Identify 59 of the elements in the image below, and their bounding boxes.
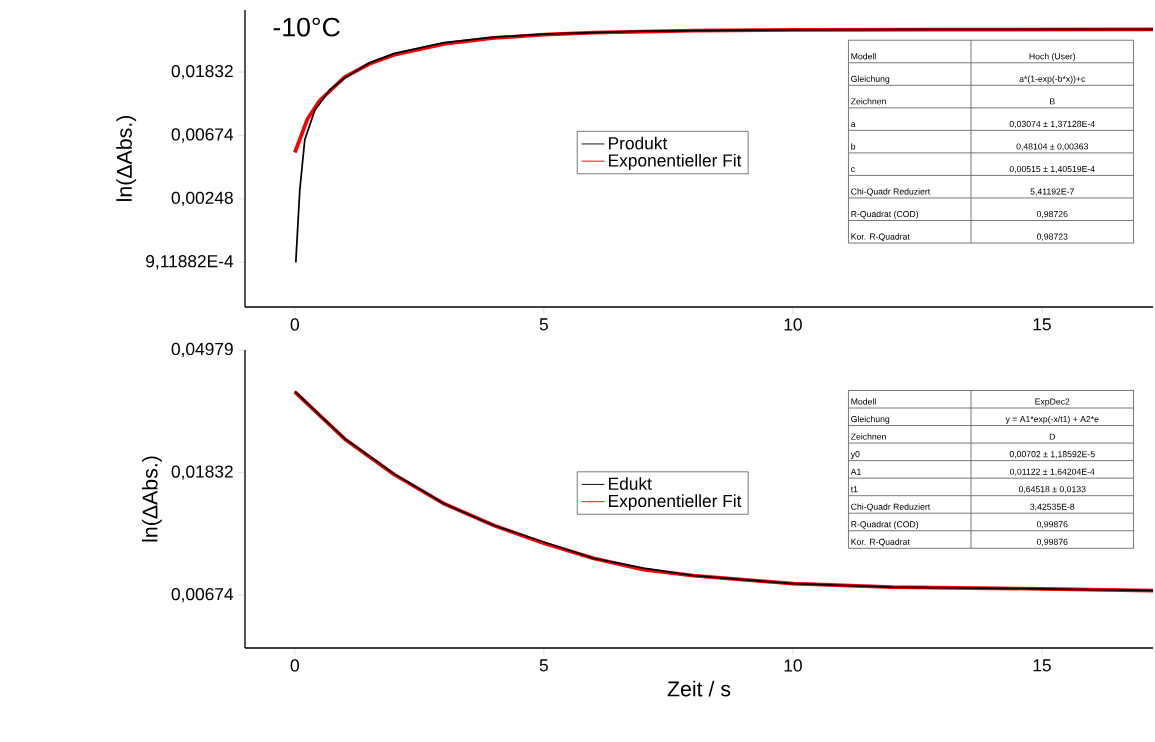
annotation: 5,41192E-7 xyxy=(1030,188,1074,196)
annotation: y0 xyxy=(850,451,860,459)
annotation: 3,42535E-8 xyxy=(1030,503,1075,511)
y-tick-label: 0,00674 xyxy=(171,588,234,603)
legend-label: Edukt xyxy=(609,477,652,490)
annotation: 0,98726 xyxy=(1036,210,1068,219)
annotation: ExpDec2 xyxy=(1035,398,1070,407)
x-tick-label: 10 xyxy=(784,318,802,331)
annotation: 0,00702 ± 1,18592E-5 xyxy=(1009,451,1095,459)
annotation: Chi-Quadr Reduziert xyxy=(851,188,931,197)
annotation: Gleichung xyxy=(851,415,890,424)
legend-label: Exponentieller Fit xyxy=(609,153,742,171)
x-tick-label: 0 xyxy=(290,318,299,331)
annotation: Modell xyxy=(851,398,876,405)
annotation: Gleichung xyxy=(851,75,890,84)
annotation: 0,99876 xyxy=(1036,538,1068,546)
annotation: D xyxy=(1049,433,1055,440)
annotation: Chi-Quadr Reduziert xyxy=(851,503,931,512)
x-tick-label: 15 xyxy=(1033,659,1051,672)
annotation: b xyxy=(851,143,856,150)
annotation: R-Quadrat (COD) xyxy=(851,521,919,530)
y-tick-label: 0,04979 xyxy=(171,342,233,358)
annotation: Kor. R-Quadrat xyxy=(851,233,910,242)
annotation: B xyxy=(1050,98,1055,105)
annotation: a*(1-exp(-b*x))+c xyxy=(1019,75,1086,84)
y-tick-label: 0,01832 xyxy=(171,465,233,480)
annotation: 0,48104 ± 0,00363 xyxy=(1016,143,1088,151)
annotation: A1 xyxy=(850,468,861,475)
annotation: c xyxy=(851,167,855,173)
x-tick-label: 5 xyxy=(539,318,548,331)
y-axis-title: ln(ΔAbs.) xyxy=(141,456,162,542)
y-tick-label: 0,00674 xyxy=(171,128,234,143)
annotation: Hoch (User) xyxy=(1029,53,1076,62)
annotation: Zeichnen xyxy=(851,98,886,105)
x-tick-label: 5 xyxy=(539,659,548,672)
legend-label: Produkt xyxy=(609,136,668,150)
annotation: 0,64518 ± 0,0133 xyxy=(1018,486,1086,494)
legend-label: Exponentieller Fit xyxy=(609,494,742,511)
annotation: y = A1*exp(-x/t1) + A2*e xyxy=(1005,415,1099,424)
annotation: a xyxy=(851,122,856,127)
annotation: 0,03074 ± 1,37128E-4 xyxy=(1009,120,1095,129)
annotation: R-Quadrat (COD) xyxy=(851,210,919,219)
x-axis-title: Zeit / s xyxy=(667,680,731,697)
chart-title: -10°C xyxy=(273,17,340,37)
y-tick-label: 0,01832 xyxy=(171,64,233,80)
y-tick-label: 9,11882E-4 xyxy=(146,255,234,270)
x-tick-label: 10 xyxy=(784,659,802,672)
annotation: Zeichnen xyxy=(851,433,886,440)
annotation: Modell xyxy=(851,53,876,60)
annotation: 0,98723 xyxy=(1036,233,1068,241)
annotation: 0,01122 ± 1,64204E-4 xyxy=(1010,468,1095,476)
y-axis-title: ln(ΔAbs.) xyxy=(116,115,137,201)
x-tick-label: 0 xyxy=(290,659,299,672)
x-tick-label: 15 xyxy=(1033,318,1051,331)
annotation: 0,99876 xyxy=(1036,521,1068,529)
annotation: Kor. R-Quadrat xyxy=(851,538,910,547)
y-tick-label: 0,00248 xyxy=(171,191,233,206)
annotation: t1 xyxy=(850,486,858,493)
annotation: 0,00515 ± 1,40519E-4 xyxy=(1009,165,1095,174)
